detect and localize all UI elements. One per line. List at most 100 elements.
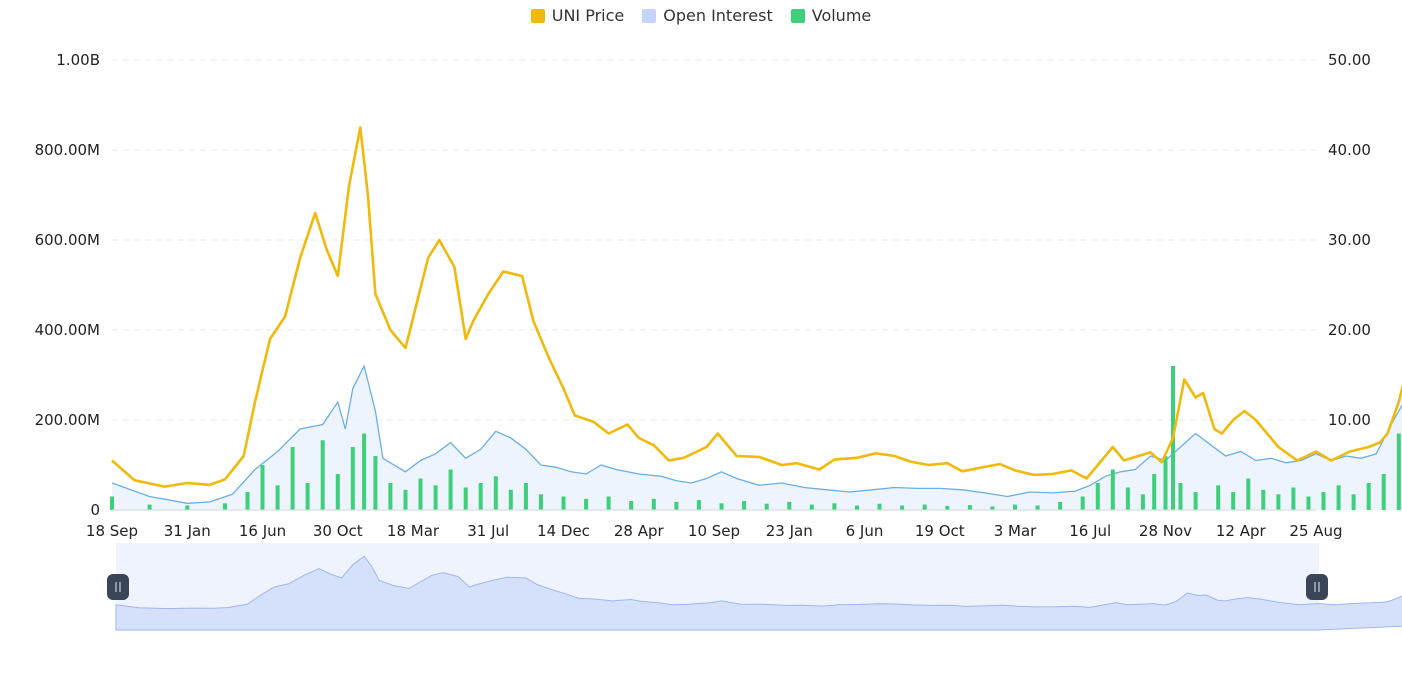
volume-bar [696, 500, 701, 510]
volume-bar [922, 504, 927, 510]
legend-swatch-volume [790, 8, 805, 23]
x-tick-label: 30 Oct [313, 522, 363, 540]
volume-bar [508, 489, 513, 511]
volume-bar [742, 501, 747, 510]
volume-bar [110, 496, 114, 510]
x-tick-label: 18 Sep [86, 522, 138, 540]
volume-bar [719, 503, 724, 511]
volume-bar [1246, 478, 1251, 510]
volume-bar [1125, 487, 1130, 510]
volume-bar [945, 505, 950, 510]
volume-bar [463, 487, 468, 510]
volume-bar [433, 485, 438, 511]
x-tick-label: 23 Jan [766, 522, 813, 540]
legend-item-uni-price[interactable]: UNI Price [530, 6, 625, 25]
open-interest-line [111, 364, 1402, 504]
volume-bar [388, 483, 393, 510]
grid-lines [112, 59, 1316, 421]
y-left-tick-label: 0 [90, 501, 100, 519]
volume-bar [1336, 485, 1341, 511]
legend: UNI Price Open Interest Volume [0, 6, 1402, 25]
x-tick-label: 16 Jul [1069, 522, 1111, 540]
volume-bar [1396, 433, 1401, 510]
volume-bar [523, 483, 528, 510]
volume-bar [629, 501, 634, 510]
volume-bar [245, 492, 250, 510]
volume-bar [222, 503, 227, 511]
volume-bar [320, 440, 325, 511]
volume-bar [1152, 474, 1157, 510]
x-tick-label: 14 Dec [537, 522, 590, 540]
legend-swatch-open-interest [642, 8, 657, 23]
volume-bar [561, 496, 566, 510]
y-right-tick-label: 10.00 [1328, 411, 1371, 429]
volume-bar [606, 496, 611, 510]
legend-label-open-interest: Open Interest [663, 6, 773, 25]
x-tick-label: 18 Mar [387, 522, 440, 540]
volume-bar [1276, 494, 1281, 511]
volume-bar [1216, 485, 1221, 511]
volume-bar [1291, 487, 1296, 510]
volume-bar [990, 506, 995, 510]
volume-bar [290, 447, 295, 510]
volume-bar [967, 505, 972, 510]
zoom-handle-right[interactable] [1306, 574, 1328, 600]
volume-bar [418, 478, 423, 510]
y-left-tick-label: 800.00M [35, 141, 100, 159]
x-tick-label: 31 Jan [164, 522, 211, 540]
volume-bar [809, 504, 814, 510]
x-tick-label: 12 Apr [1216, 522, 1267, 540]
x-tick-label: 25 Aug [1289, 522, 1342, 540]
volume-bar [1321, 492, 1326, 510]
x-tick-label: 31 Jul [467, 522, 509, 540]
volume-bar [832, 503, 837, 511]
x-tick-label: 16 Jun [239, 522, 286, 540]
volume-bar [1178, 483, 1183, 510]
legend-swatch-uni-price [530, 8, 545, 23]
volume-bar [674, 501, 679, 510]
volume-bar [362, 433, 367, 510]
volume-bar [1095, 483, 1100, 510]
y-right-tick-label: 30.00 [1328, 231, 1371, 249]
volume-bar [584, 498, 589, 511]
volume-bar [787, 501, 792, 510]
volume-bar [764, 503, 769, 510]
open-interest-series [111, 364, 1402, 510]
volume-bar [1193, 492, 1198, 510]
x-axis: 18 Sep 31 Jan 16 Jun 30 Oct 18 Mar 31 Jul 14 D… [86, 509, 1343, 540]
open-interest-area [112, 366, 1402, 510]
volume-bar [1351, 494, 1356, 511]
x-tick-label: 6 Jun [846, 522, 884, 540]
x-tick-label: 10 Sep [688, 522, 740, 540]
uni-price-series [111, 126, 1402, 488]
volume-bar [403, 489, 408, 511]
volume-bar [350, 447, 355, 510]
x-tick-label: 3 Mar [994, 522, 1037, 540]
volume-bar [305, 483, 310, 510]
zoom-slider[interactable] [107, 543, 1402, 631]
legend-label-volume: Volume [811, 6, 872, 25]
volume-bar [1110, 469, 1115, 510]
volume-bar [900, 505, 905, 510]
volume-bar [1306, 496, 1311, 510]
volume-bar [877, 503, 882, 510]
x-tick-label: 28 Nov [1139, 522, 1192, 540]
zoom-handle-left[interactable] [107, 574, 129, 600]
volume-bar [147, 504, 152, 510]
y-right-tick-label: 50.00 [1328, 51, 1371, 69]
volume-bar [538, 494, 543, 511]
legend-item-volume[interactable]: Volume [790, 6, 872, 25]
legend-label-uni-price: UNI Price [551, 6, 625, 25]
volume-bar [1366, 483, 1371, 510]
uni-price-line [111, 126, 1402, 488]
legend-item-open-interest[interactable]: Open Interest [642, 6, 773, 25]
x-tick-label: 19 Oct [915, 522, 965, 540]
volume-bar [335, 474, 340, 510]
volume-bar [260, 465, 265, 510]
volume-bar [1261, 489, 1266, 511]
volume-bar [373, 456, 378, 510]
zoom-preview-area [115, 555, 1402, 631]
x-tick-label: 28 Apr [614, 522, 665, 540]
